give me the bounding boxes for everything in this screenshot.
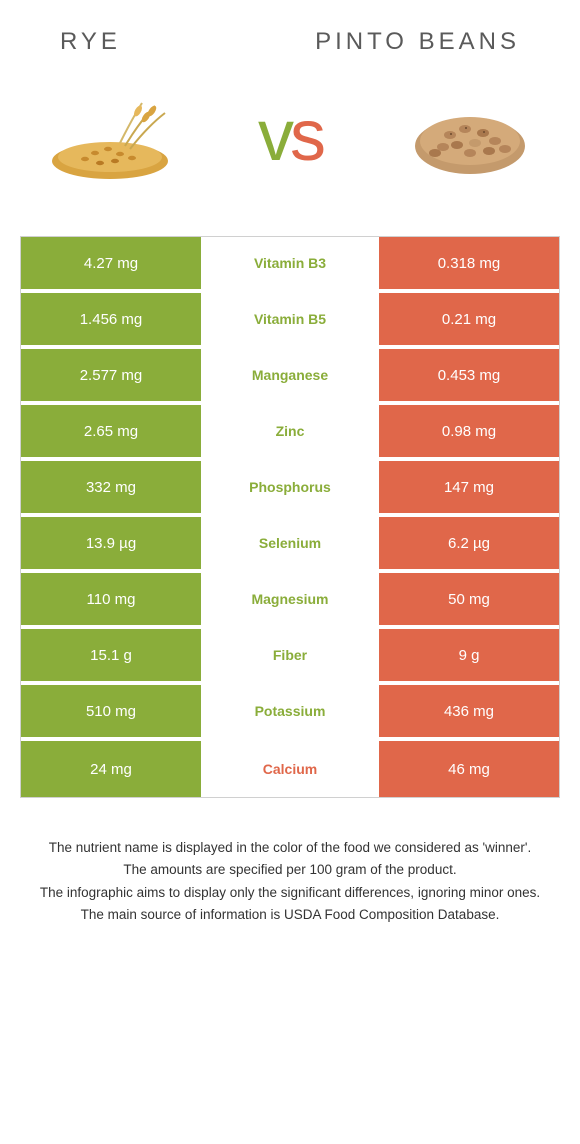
- right-value-cell: 9 g: [379, 629, 559, 681]
- table-row: 1.456 mgVitamin B50.21 mg: [21, 293, 559, 349]
- left-value-cell: 2.577 mg: [21, 349, 201, 401]
- rye-grain-icon: [40, 91, 180, 181]
- left-food-title: RYE: [60, 28, 121, 56]
- right-value-cell: 0.318 mg: [379, 237, 559, 289]
- left-value-cell: 13.9 µg: [21, 517, 201, 569]
- right-value-cell: 50 mg: [379, 573, 559, 625]
- nutrient-label-cell: Fiber: [201, 629, 379, 681]
- right-food-title: PINTO BEANS: [315, 28, 520, 56]
- left-value-cell: 15.1 g: [21, 629, 201, 681]
- footnote-line: The nutrient name is displayed in the co…: [30, 838, 550, 858]
- footnote-line: The main source of information is USDA F…: [30, 905, 550, 925]
- nutrient-label-cell: Potassium: [201, 685, 379, 737]
- left-value-cell: 24 mg: [21, 741, 201, 797]
- left-value-cell: 4.27 mg: [21, 237, 201, 289]
- footnotes: The nutrient name is displayed in the co…: [30, 838, 550, 925]
- right-value-cell: 46 mg: [379, 741, 559, 797]
- right-value-cell: 436 mg: [379, 685, 559, 737]
- table-row: 510 mgPotassium436 mg: [21, 685, 559, 741]
- nutrient-comparison-table: 4.27 mgVitamin B30.318 mg1.456 mgVitamin…: [20, 236, 560, 798]
- table-row: 24 mgCalcium46 mg: [21, 741, 559, 797]
- nutrient-label-cell: Calcium: [201, 741, 379, 797]
- nutrient-label-cell: Vitamin B5: [201, 293, 379, 345]
- left-value-cell: 2.65 mg: [21, 405, 201, 457]
- table-row: 2.577 mgManganese0.453 mg: [21, 349, 559, 405]
- vs-label: vs: [258, 95, 322, 177]
- right-value-cell: 0.98 mg: [379, 405, 559, 457]
- left-value-cell: 1.456 mg: [21, 293, 201, 345]
- right-value-cell: 0.453 mg: [379, 349, 559, 401]
- table-row: 110 mgMagnesium50 mg: [21, 573, 559, 629]
- nutrient-label-cell: Vitamin B3: [201, 237, 379, 289]
- pinto-beans-icon: [405, 91, 535, 181]
- footnote-line: The amounts are specified per 100 gram o…: [30, 860, 550, 880]
- table-row: 13.9 µgSelenium6.2 µg: [21, 517, 559, 573]
- left-value-cell: 510 mg: [21, 685, 201, 737]
- nutrient-label-cell: Manganese: [201, 349, 379, 401]
- left-value-cell: 332 mg: [21, 461, 201, 513]
- table-row: 4.27 mgVitamin B30.318 mg: [21, 237, 559, 293]
- footnote-line: The infographic aims to display only the…: [30, 883, 550, 903]
- vs-row: vs: [0, 66, 580, 236]
- right-value-cell: 6.2 µg: [379, 517, 559, 569]
- nutrient-label-cell: Zinc: [201, 405, 379, 457]
- nutrient-label-cell: Magnesium: [201, 573, 379, 625]
- pinto-beans-image: [400, 86, 540, 186]
- left-value-cell: 110 mg: [21, 573, 201, 625]
- rye-image: [40, 86, 180, 186]
- table-row: 2.65 mgZinc0.98 mg: [21, 405, 559, 461]
- nutrient-label-cell: Phosphorus: [201, 461, 379, 513]
- table-row: 15.1 gFiber9 g: [21, 629, 559, 685]
- nutrient-label-cell: Selenium: [201, 517, 379, 569]
- vs-s-letter: s: [290, 96, 322, 176]
- table-row: 332 mgPhosphorus147 mg: [21, 461, 559, 517]
- vs-v-letter: v: [258, 96, 290, 176]
- header: RYE PINTO BEANS: [0, 0, 580, 66]
- right-value-cell: 0.21 mg: [379, 293, 559, 345]
- right-value-cell: 147 mg: [379, 461, 559, 513]
